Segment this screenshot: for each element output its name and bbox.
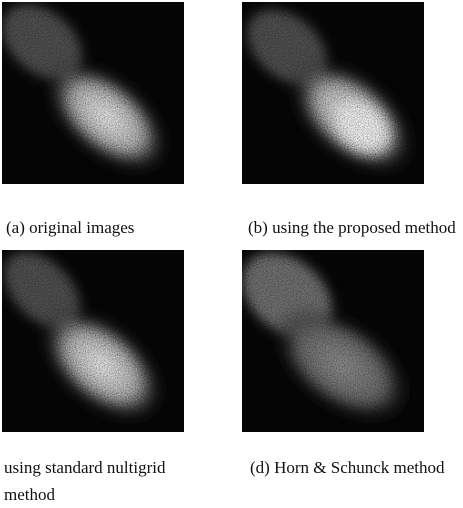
image-d — [242, 250, 424, 432]
caption: using standard nultigrid method — [4, 454, 204, 508]
image-a — [2, 2, 184, 184]
caption: (a) original images — [6, 214, 134, 241]
image-c — [2, 250, 184, 432]
caption: (d) Horn & Schunck method — [250, 454, 445, 481]
image-b — [242, 2, 424, 184]
caption: (b) using the proposed method — [248, 214, 456, 241]
figure: {"panels": [ {"caption": "(a) original i… — [0, 0, 463, 507]
